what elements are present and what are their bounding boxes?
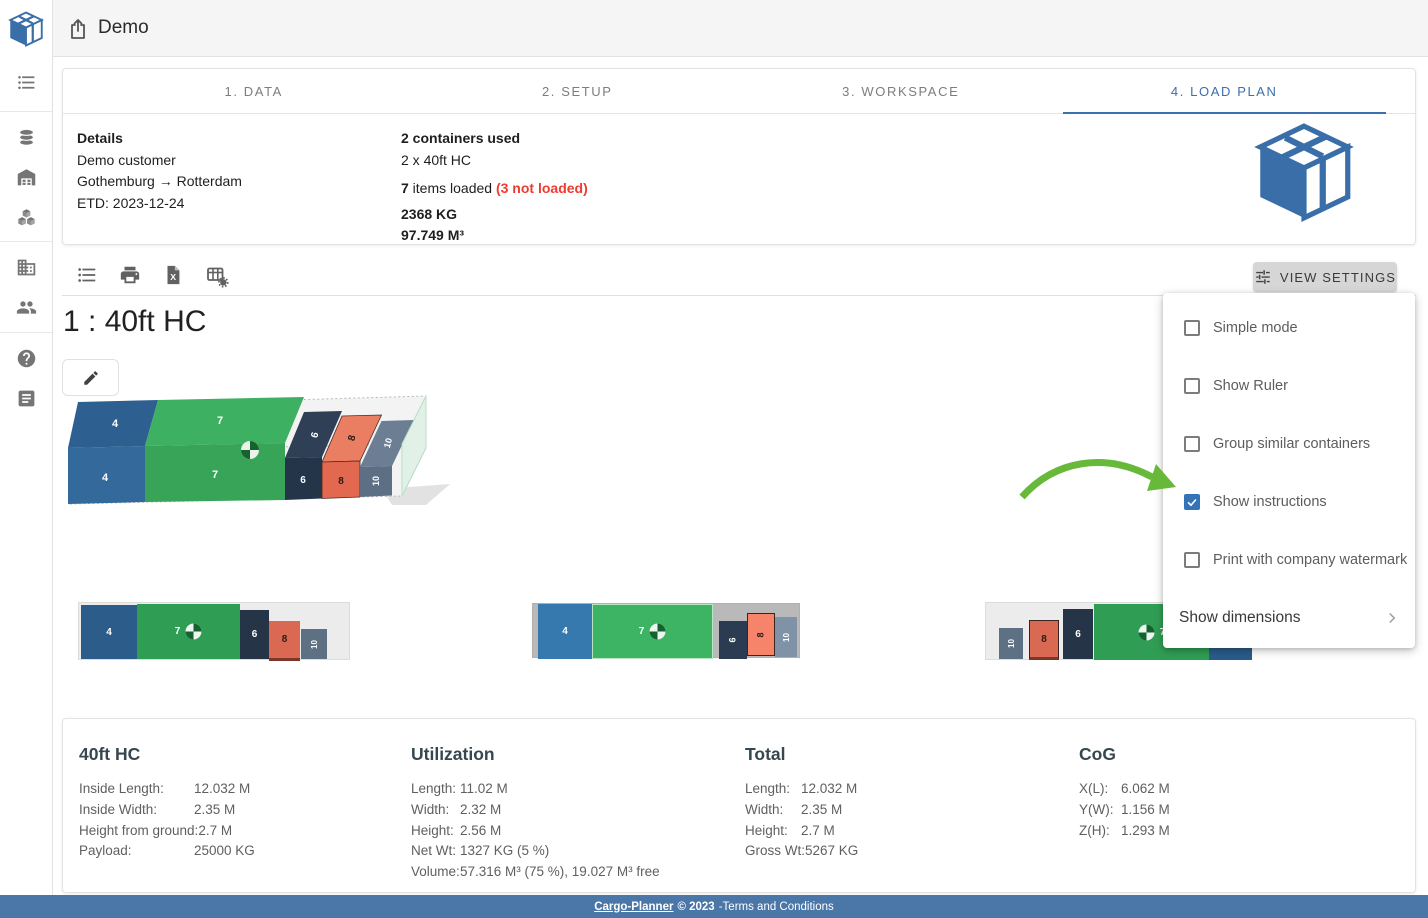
footer-brand-link[interactable]: Cargo-Planner <box>594 900 674 913</box>
route: Gothemburg → Rotterdam <box>77 173 242 189</box>
checkbox-unchecked[interactable] <box>1184 552 1200 568</box>
tab-data[interactable]: 1. DATA <box>224 83 283 99</box>
svg-text:8: 8 <box>338 476 344 487</box>
help-icon[interactable] <box>16 348 37 369</box>
view-settings-menu: Simple mode Show Ruler Group similar con… <box>1163 293 1415 648</box>
container-heading: 1 : 40ft HC <box>63 305 207 338</box>
svg-text:8: 8 <box>346 434 358 443</box>
list-icon[interactable] <box>16 72 37 93</box>
excel-export-icon[interactable]: X <box>162 264 186 288</box>
stats-col-title: Total <box>745 744 786 764</box>
toolbar-divider <box>62 295 1416 296</box>
details-section: Details Demo customer Gothemburg → Rotte… <box>63 114 1415 244</box>
sidebar <box>0 57 53 895</box>
items-loaded-line: 7 items loaded (3 not loaded) <box>401 180 588 196</box>
cog-marker <box>649 623 666 640</box>
stats-col-title: CoG <box>1079 744 1116 764</box>
tune-icon <box>1256 270 1270 284</box>
cargoes-icon[interactable] <box>16 127 37 148</box>
etd: ETD: 2023-12-24 <box>77 194 185 211</box>
total-weight: 2368 KG <box>401 205 458 222</box>
checkbox-unchecked[interactable] <box>1184 436 1200 452</box>
svg-text:6: 6 <box>309 431 321 440</box>
footer: Cargo-Planner © 2023 -Terms and Conditio… <box>0 895 1428 918</box>
chevron-right-icon <box>1389 612 1396 624</box>
footer-copyright: © 2023 <box>677 900 715 913</box>
menu-item-show-ruler[interactable]: Show Ruler <box>1163 357 1415 415</box>
pencil-icon <box>83 370 98 385</box>
news-icon[interactable] <box>16 388 37 409</box>
container-illustration <box>1254 122 1354 222</box>
cog-marker <box>241 441 259 459</box>
step-tabs: 1. DATA 2. SETUP 3. WORKSPACE 4. LOAD PL… <box>63 69 1415 114</box>
stats-col-title: Utilization <box>411 744 495 764</box>
cargo-planner-logo-icon <box>8 10 44 47</box>
menu-item-simple-mode[interactable]: Simple mode <box>1163 299 1415 357</box>
total-volume: 97.749 M³ <box>401 227 465 243</box>
stats-card: 40ft HC Inside Length: 12.032 M Inside Wi… <box>62 718 1416 893</box>
customer-name: Demo customer <box>77 151 176 168</box>
svg-text:7: 7 <box>212 469 218 481</box>
tab-workspace[interactable]: 3. WORKSPACE <box>842 83 960 99</box>
print-icon[interactable] <box>119 264 143 288</box>
edit-container-button[interactable] <box>62 359 119 396</box>
svg-text:7: 7 <box>217 415 223 427</box>
cubes-icon[interactable] <box>16 207 37 228</box>
svg-text:4: 4 <box>112 418 119 430</box>
containers-used: 2 containers used <box>401 130 521 146</box>
container-side-view[interactable]: 4 7 6 8 10 <box>78 602 350 661</box>
menu-item-group-similar[interactable]: Group similar containers <box>1163 415 1415 473</box>
checkbox-checked[interactable] <box>1184 494 1200 510</box>
not-loaded-warning: (3 not loaded) <box>495 180 588 196</box>
users-icon[interactable] <box>16 297 37 318</box>
view-settings-label: VIEW SETTINGS <box>1279 269 1397 285</box>
sidebar-divider <box>0 241 52 242</box>
menu-item-show-instructions[interactable]: Show instructions <box>1163 473 1415 531</box>
svg-text:6: 6 <box>300 475 306 486</box>
tab-setup[interactable]: 2. SETUP <box>541 83 613 99</box>
svg-text:4: 4 <box>102 472 109 484</box>
containers-type: 2 x 40ft HC <box>401 151 472 168</box>
summary-card: 1. DATA 2. SETUP 3. WORKSPACE 4. LOAD PL… <box>62 68 1416 245</box>
tab-load-plan[interactable]: 4. LOAD PLAN <box>1062 69 1387 114</box>
svg-text:10: 10 <box>371 476 381 486</box>
top-bar: Demo <box>0 0 1428 57</box>
container-3d-view[interactable]: 4 4 7 7 6 6 8 8 10 10 <box>60 390 480 515</box>
menu-item-show-dimensions[interactable]: Show dimensions <box>1163 589 1415 647</box>
menu-item-print-watermark[interactable]: Print with company watermark <box>1163 531 1415 589</box>
footer-terms-link[interactable]: -Terms and Conditions <box>718 900 834 913</box>
checkbox-unchecked[interactable] <box>1184 320 1200 336</box>
sidebar-divider <box>0 111 52 112</box>
page-title: Demo <box>98 17 149 38</box>
checkbox-unchecked[interactable] <box>1184 378 1200 394</box>
cog-marker <box>1138 624 1155 640</box>
warehouse-icon[interactable] <box>16 167 37 188</box>
sidebar-divider <box>0 332 52 333</box>
details-heading: Details <box>77 130 123 146</box>
svg-text:X: X <box>170 272 176 282</box>
table-settings-icon[interactable] <box>205 264 229 288</box>
company-icon[interactable] <box>16 257 37 278</box>
load-list-icon[interactable] <box>76 264 100 288</box>
container-top-view[interactable]: 4 7 6 8 10 <box>532 603 800 659</box>
cog-marker <box>185 623 202 640</box>
share-icon[interactable] <box>66 17 90 41</box>
annotation-arrow <box>1000 440 1200 510</box>
app-logo[interactable] <box>0 0 53 57</box>
svg-text:10: 10 <box>382 437 394 449</box>
stats-col-title: 40ft HC <box>79 744 141 764</box>
view-settings-button[interactable]: VIEW SETTINGS <box>1253 262 1397 292</box>
